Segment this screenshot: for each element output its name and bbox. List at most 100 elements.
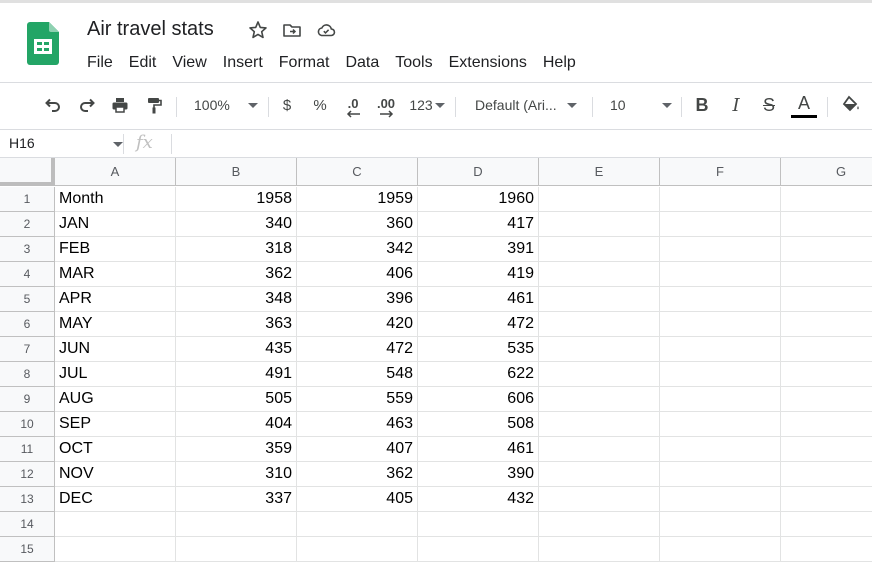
cell-f10[interactable] <box>660 412 781 437</box>
cell-g2[interactable] <box>781 212 872 237</box>
cell-g14[interactable] <box>781 512 872 537</box>
cell-a14[interactable] <box>55 512 176 537</box>
row-header-9[interactable]: 9 <box>0 387 55 412</box>
column-header-c[interactable]: C <box>297 158 418 186</box>
row-header-5[interactable]: 5 <box>0 287 55 312</box>
cell-d11[interactable]: 461 <box>418 437 539 462</box>
column-header-e[interactable]: E <box>539 158 660 186</box>
cell-c4[interactable]: 406 <box>297 262 418 287</box>
row-header-6[interactable]: 6 <box>0 312 55 337</box>
row-header-7[interactable]: 7 <box>0 337 55 362</box>
cell-f8[interactable] <box>660 362 781 387</box>
row-header-12[interactable]: 12 <box>0 462 55 487</box>
row-header-10[interactable]: 10 <box>0 412 55 437</box>
row-header-15[interactable]: 15 <box>0 537 55 562</box>
font-family-select[interactable]: Default (Ari... <box>466 87 584 123</box>
cell-b8[interactable]: 491 <box>176 362 297 387</box>
cell-f3[interactable] <box>660 237 781 262</box>
cell-f13[interactable] <box>660 487 781 512</box>
cell-d5[interactable]: 461 <box>418 287 539 312</box>
cell-e2[interactable] <box>539 212 660 237</box>
cell-a10[interactable]: SEP <box>55 412 176 437</box>
cloud-saved-icon[interactable] <box>316 20 336 40</box>
cell-a11[interactable]: OCT <box>55 437 176 462</box>
cell-c15[interactable] <box>297 537 418 562</box>
cell-g3[interactable] <box>781 237 872 262</box>
row-header-2[interactable]: 2 <box>0 212 55 237</box>
cell-e7[interactable] <box>539 337 660 362</box>
menu-tools[interactable]: Tools <box>395 54 433 71</box>
cell-d14[interactable] <box>418 512 539 537</box>
cell-b3[interactable]: 318 <box>176 237 297 262</box>
cell-b13[interactable]: 337 <box>176 487 297 512</box>
cell-g11[interactable] <box>781 437 872 462</box>
cell-b14[interactable] <box>176 512 297 537</box>
cell-e3[interactable] <box>539 237 660 262</box>
cell-b11[interactable]: 359 <box>176 437 297 462</box>
cell-c13[interactable]: 405 <box>297 487 418 512</box>
decrease-decimal-button[interactable]: .0 <box>340 87 366 123</box>
cell-e13[interactable] <box>539 487 660 512</box>
cell-b10[interactable]: 404 <box>176 412 297 437</box>
star-icon[interactable] <box>248 20 268 40</box>
cell-e12[interactable] <box>539 462 660 487</box>
cell-f5[interactable] <box>660 287 781 312</box>
cell-c12[interactable]: 362 <box>297 462 418 487</box>
cell-a6[interactable]: MAY <box>55 312 176 337</box>
menu-file[interactable]: File <box>87 54 113 71</box>
cell-c1[interactable]: 1959 <box>297 187 418 212</box>
bold-button[interactable]: B <box>695 94 709 115</box>
cell-e4[interactable] <box>539 262 660 287</box>
cell-d13[interactable]: 432 <box>418 487 539 512</box>
redo-icon[interactable] <box>74 87 100 123</box>
cell-a3[interactable]: FEB <box>55 237 176 262</box>
cell-c10[interactable]: 463 <box>297 412 418 437</box>
cell-b5[interactable]: 348 <box>176 287 297 312</box>
cell-f9[interactable] <box>660 387 781 412</box>
strikethrough-button[interactable]: S <box>762 94 775 115</box>
cell-g6[interactable] <box>781 312 872 337</box>
cell-a5[interactable]: APR <box>55 287 176 312</box>
cell-c8[interactable]: 548 <box>297 362 418 387</box>
cell-e15[interactable] <box>539 537 660 562</box>
menu-extensions[interactable]: Extensions <box>448 54 527 71</box>
cell-f15[interactable] <box>660 537 781 562</box>
cell-b4[interactable]: 362 <box>176 262 297 287</box>
zoom-select[interactable]: 100% <box>186 87 260 123</box>
cell-f14[interactable] <box>660 512 781 537</box>
cell-g13[interactable] <box>781 487 872 512</box>
cell-g7[interactable] <box>781 337 872 362</box>
cell-c14[interactable] <box>297 512 418 537</box>
row-header-1[interactable]: 1 <box>0 187 55 212</box>
cell-d2[interactable]: 417 <box>418 212 539 237</box>
cell-b7[interactable]: 435 <box>176 337 297 362</box>
cell-a4[interactable]: MAR <box>55 262 176 287</box>
currency-format-button[interactable]: $ <box>282 96 292 114</box>
cell-f6[interactable] <box>660 312 781 337</box>
cell-g8[interactable] <box>781 362 872 387</box>
cell-c3[interactable]: 342 <box>297 237 418 262</box>
cell-c5[interactable]: 396 <box>297 287 418 312</box>
cell-c2[interactable]: 360 <box>297 212 418 237</box>
cell-f2[interactable] <box>660 212 781 237</box>
menu-help[interactable]: Help <box>542 54 576 71</box>
cell-d8[interactable]: 622 <box>418 362 539 387</box>
cell-a2[interactable]: JAN <box>55 212 176 237</box>
cell-b1[interactable]: 1958 <box>176 187 297 212</box>
cell-e14[interactable] <box>539 512 660 537</box>
cell-b6[interactable]: 363 <box>176 312 297 337</box>
cell-d12[interactable]: 390 <box>418 462 539 487</box>
row-header-4[interactable]: 4 <box>0 262 55 287</box>
menu-insert[interactable]: Insert <box>222 54 263 71</box>
cell-a9[interactable]: AUG <box>55 387 176 412</box>
menu-data[interactable]: Data <box>345 54 380 71</box>
cell-a15[interactable] <box>55 537 176 562</box>
font-size-select[interactable]: 10 <box>600 87 676 123</box>
cell-f12[interactable] <box>660 462 781 487</box>
cell-g15[interactable] <box>781 537 872 562</box>
row-header-11[interactable]: 11 <box>0 437 55 462</box>
cell-b12[interactable]: 310 <box>176 462 297 487</box>
cell-a7[interactable]: JUN <box>55 337 176 362</box>
cell-d9[interactable]: 606 <box>418 387 539 412</box>
cell-b15[interactable] <box>176 537 297 562</box>
